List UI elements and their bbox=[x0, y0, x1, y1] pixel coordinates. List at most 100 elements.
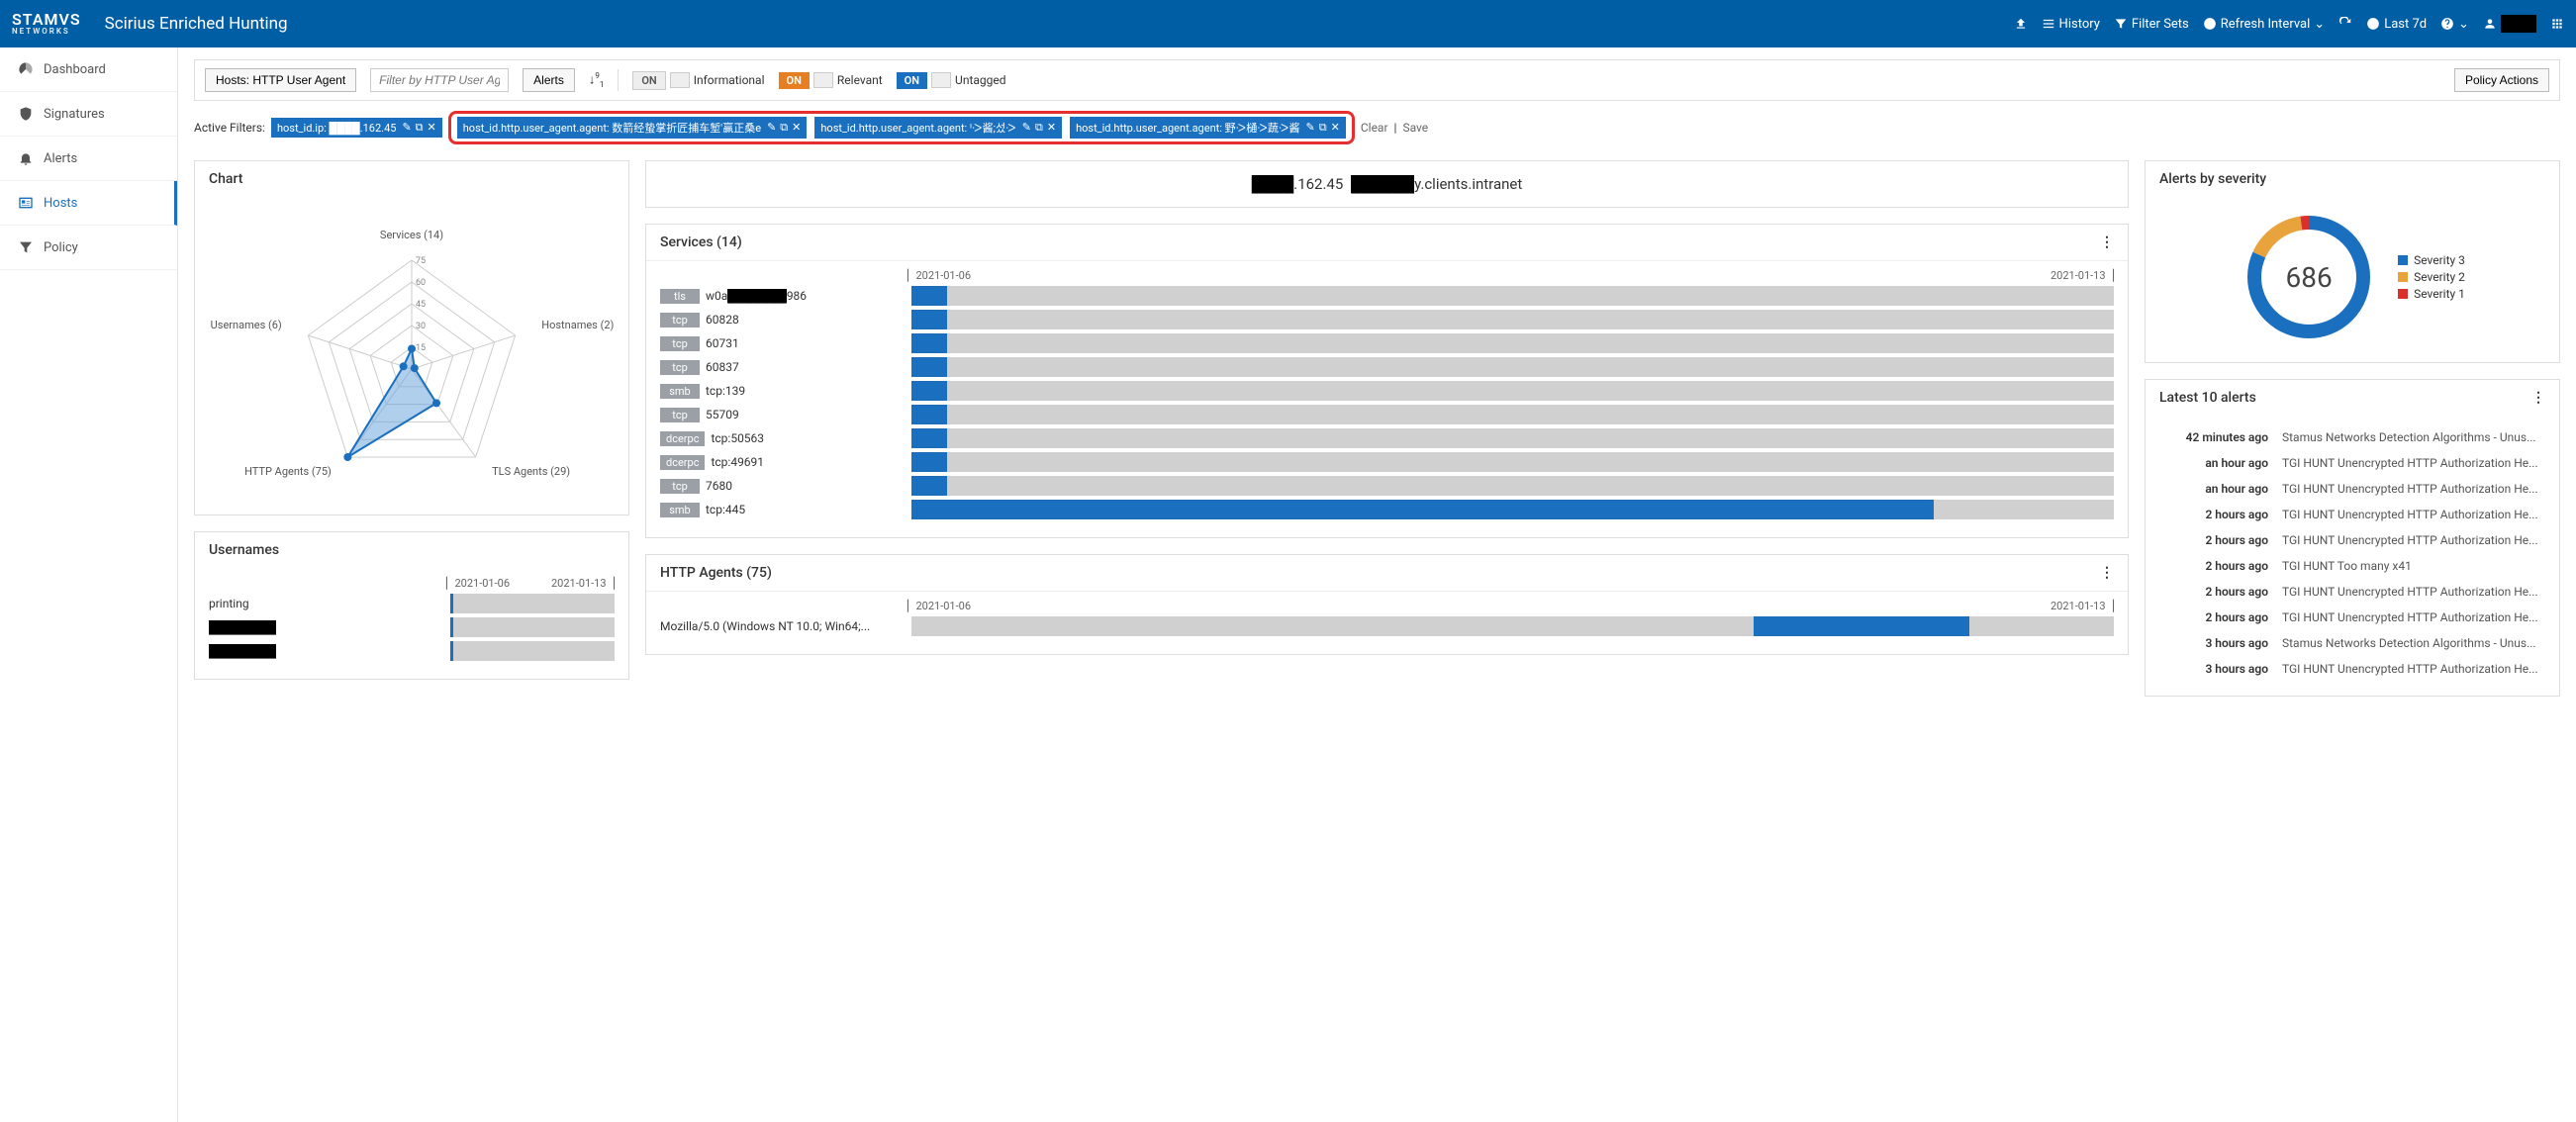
bell-icon bbox=[18, 150, 34, 166]
sidebar-item-policy[interactable]: Policy bbox=[0, 226, 177, 270]
bar-track bbox=[911, 452, 2114, 472]
filter-chip-text: host_id.http.user_agent.agent: 野ᑀ樋ᑀ蔬ᑀ酱 bbox=[1076, 120, 1299, 136]
close-icon[interactable]: ✕ bbox=[428, 121, 436, 135]
bar-fill bbox=[450, 641, 453, 661]
list-item[interactable]: tcp55709 bbox=[660, 405, 2114, 424]
latest-alerts-more-icon[interactable]: ⋮ bbox=[2531, 390, 2545, 406]
edit-icon[interactable]: ✎ bbox=[1022, 121, 1031, 135]
list-item[interactable]: tlsw0a███████986 bbox=[660, 286, 2114, 306]
filter-chip[interactable]: host_id.http.user_agent.agent: 野ᑀ樋ᑀ蔬ᑀ酱 ✎ ⧉… bbox=[1070, 117, 1346, 139]
date-tick: 2021-01-13▕ bbox=[551, 577, 615, 590]
sort-icon[interactable]: ↓91 bbox=[589, 71, 605, 89]
legend-swatch bbox=[2398, 272, 2408, 282]
bar-track bbox=[911, 286, 2114, 306]
svg-text:75: 75 bbox=[416, 256, 426, 266]
latest-alerts-title: Latest 10 alerts bbox=[2159, 390, 2256, 406]
edit-icon[interactable]: ✎ bbox=[767, 121, 776, 135]
redacted: ████████ bbox=[209, 620, 276, 634]
copy-icon[interactable]: ⧉ bbox=[1035, 121, 1043, 135]
list-item[interactable]: smbtcp:445 bbox=[660, 500, 2114, 519]
bar-track bbox=[911, 357, 2114, 377]
edit-icon[interactable]: ✎ bbox=[402, 121, 411, 135]
copy-icon[interactable]: ⧉ bbox=[1319, 121, 1327, 135]
alert-row[interactable]: 2 hours agoTGI HUNT Unencrypted HTTP Aut… bbox=[2159, 579, 2545, 605]
copy-icon[interactable]: ⧉ bbox=[416, 121, 424, 135]
list-item[interactable]: printing bbox=[209, 594, 615, 613]
sidebar-item-label: Dashboard bbox=[44, 62, 106, 77]
filter-chip-text: host_id.http.user_agent.agent: ᑊᑀ酱;섰ᑀ bbox=[820, 120, 1015, 136]
refresh-interval-link[interactable]: Refresh Interval ⌄ bbox=[2203, 17, 2325, 32]
http-agents-more-icon[interactable]: ⋮ bbox=[2100, 565, 2114, 581]
bar-fill bbox=[450, 594, 453, 613]
list-item[interactable]: dcerpctcp:50563 bbox=[660, 428, 2114, 448]
help-icon[interactable]: ⌄ bbox=[2440, 17, 2469, 32]
filter-chip[interactable]: host_id.http.user_agent.agent: 数箭经蛰掌折匠捕车… bbox=[457, 117, 808, 139]
http-agents-panel: HTTP Agents (75)⋮ ▏2021-01-062021-01-13▕… bbox=[645, 554, 2129, 655]
brand-logo: STAMVS NETWORKS bbox=[12, 12, 81, 36]
filter-input[interactable] bbox=[370, 68, 509, 92]
legend-label: Severity 1 bbox=[2414, 287, 2465, 301]
list-item[interactable]: ████████ bbox=[209, 641, 615, 661]
alert-row[interactable]: an hour agoTGI HUNT Unencrypted HTTP Aut… bbox=[2159, 476, 2545, 502]
shield-icon bbox=[18, 106, 34, 122]
alert-row[interactable]: 3 hours agoStamus Networks Detection Alg… bbox=[2159, 630, 2545, 656]
sidebar-item-alerts[interactable]: Alerts bbox=[0, 137, 177, 181]
sidebar-item-signatures[interactable]: Signatures bbox=[0, 92, 177, 137]
time-range-link[interactable]: Last 7d bbox=[2366, 17, 2427, 32]
filter-sets-link[interactable]: Filter Sets bbox=[2114, 17, 2189, 32]
filter-chip[interactable]: host_id.ip: ████.162.45✎⧉✕ bbox=[271, 118, 442, 138]
close-icon[interactable]: ✕ bbox=[1047, 121, 1056, 135]
list-item[interactable]: tcp60837 bbox=[660, 357, 2114, 377]
list-item[interactable]: Mozilla/5.0 (Windows NT 10.0; Win64;... bbox=[660, 616, 2114, 636]
host-header-panel: ████.162.45 ██████y.clients.intranet bbox=[645, 160, 2129, 208]
severity-legend: Severity 3Severity 2Severity 1 bbox=[2398, 250, 2465, 304]
alert-row[interactable]: 2 hours agoTGI HUNT Unencrypted HTTP Aut… bbox=[2159, 605, 2545, 630]
alert-row[interactable]: 42 minutes agoStamus Networks Detection … bbox=[2159, 424, 2545, 450]
hosts-filter-button[interactable]: Hosts: HTTP User Agent bbox=[205, 68, 356, 92]
policy-actions-button[interactable]: Policy Actions bbox=[2454, 68, 2549, 92]
list-item[interactable]: tcp60828 bbox=[660, 310, 2114, 329]
bar-track bbox=[450, 641, 615, 661]
filter-chip[interactable]: host_id.http.user_agent.agent: ᑊᑀ酱;섰ᑀ ✎ ⧉ ✕ bbox=[814, 117, 1062, 139]
alert-message: TGI HUNT Unencrypted HTTP Authorization … bbox=[2282, 585, 2545, 599]
svg-text:Hostnames (2): Hostnames (2) bbox=[541, 319, 614, 331]
list-item[interactable]: dcerpctcp:49691 bbox=[660, 452, 2114, 472]
user-menu[interactable] bbox=[2483, 15, 2536, 33]
sidebar-item-label: Alerts bbox=[44, 151, 77, 166]
list-item[interactable]: tcp60731 bbox=[660, 333, 2114, 353]
top-bar: STAMVS NETWORKS Scirius Enriched Hunting… bbox=[0, 0, 2576, 47]
date-tick: ▏2021-01-06 bbox=[907, 269, 971, 282]
alert-row[interactable]: 2 hours agoTGI HUNT Unencrypted HTTP Aut… bbox=[2159, 502, 2545, 527]
sidebar-item-dashboard[interactable]: Dashboard bbox=[0, 47, 177, 92]
informational-toggle[interactable]: ON Informational bbox=[632, 71, 764, 90]
filter-icon bbox=[18, 239, 34, 255]
top-right-nav: History Filter Sets Refresh Interval ⌄ L… bbox=[2014, 15, 2564, 33]
untagged-toggle[interactable]: ON Untagged bbox=[897, 72, 1006, 89]
alert-row[interactable]: 3 hours agoTGI HUNT Unencrypted HTTP Aut… bbox=[2159, 656, 2545, 682]
close-icon[interactable]: ✕ bbox=[792, 121, 801, 135]
save-filters-link[interactable]: Save bbox=[1402, 121, 1428, 135]
services-more-icon[interactable]: ⋮ bbox=[2100, 234, 2114, 250]
list-item[interactable]: ████████ bbox=[209, 617, 615, 637]
apps-icon[interactable] bbox=[2550, 17, 2564, 31]
alert-row[interactable]: an hour agoTGI HUNT Unencrypted HTTP Aut… bbox=[2159, 450, 2545, 476]
sidebar-item-hosts[interactable]: Hosts bbox=[0, 181, 177, 226]
clear-filters-link[interactable]: Clear bbox=[1361, 121, 1388, 135]
upload-icon[interactable] bbox=[2014, 17, 2028, 31]
bar-fill bbox=[911, 381, 947, 401]
history-link[interactable]: History bbox=[2042, 17, 2100, 32]
relevant-toggle[interactable]: ON Relevant bbox=[779, 72, 883, 89]
copy-icon[interactable]: ⧉ bbox=[780, 121, 788, 135]
alert-message: TGI HUNT Unencrypted HTTP Authorization … bbox=[2282, 456, 2545, 470]
list-item[interactable]: smbtcp:139 bbox=[660, 381, 2114, 401]
alert-row[interactable]: 2 hours agoTGI HUNT Too many x41 bbox=[2159, 553, 2545, 579]
alerts-button[interactable]: Alerts bbox=[523, 68, 575, 92]
alert-row[interactable]: 2 hours agoTGI HUNT Unencrypted HTTP Aut… bbox=[2159, 527, 2545, 553]
bar-track bbox=[911, 310, 2114, 329]
edit-icon[interactable]: ✎ bbox=[1306, 121, 1315, 135]
list-item[interactable]: tcp7680 bbox=[660, 476, 2114, 496]
legend-swatch bbox=[2398, 289, 2408, 299]
close-icon[interactable]: ✕ bbox=[1331, 121, 1340, 135]
reload-icon[interactable] bbox=[2338, 17, 2352, 31]
item-text: 55709 bbox=[706, 408, 739, 421]
